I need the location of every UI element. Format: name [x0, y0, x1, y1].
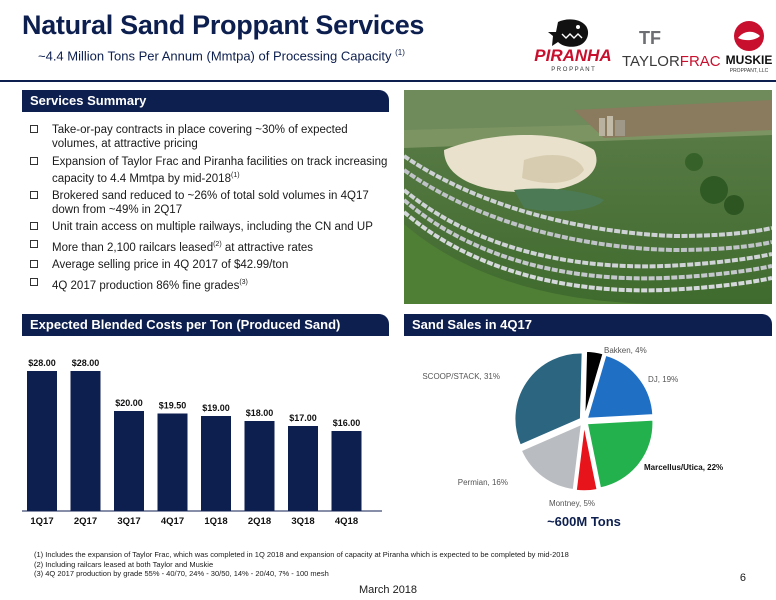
piranha-fish-icon	[548, 19, 589, 47]
x-tick-label: 4Q17	[161, 516, 184, 527]
pie-slice	[520, 422, 583, 491]
bullet-text: More than 2,100 railcars leased	[52, 241, 214, 254]
footnotes: (1) Includes the expansion of Taylor Fra…	[34, 550, 724, 579]
bar	[157, 413, 188, 511]
bar-value-label: $20.00	[115, 398, 143, 408]
checkbox-bullet-icon	[30, 190, 38, 199]
services-list-item: 4Q 2017 production 86% fine grades(3)	[30, 276, 390, 293]
bar-value-label: $16.00	[333, 418, 361, 428]
piranha-proppant-logo: PIRANHA P R O P P A N T	[534, 19, 612, 73]
pie-slice	[575, 424, 599, 492]
frac-text: FRAC	[680, 53, 721, 70]
pie-slice-label: SCOOP/STACK, 31%	[422, 372, 500, 381]
services-list-item: Brokered sand reduced to ~26% of total s…	[30, 189, 390, 217]
taylorfrac-wordmark: TAYLORFRAC	[622, 53, 721, 70]
bullet-text: Unit train access on multiple railways, …	[52, 221, 373, 234]
taylor-text: TAYLOR	[622, 53, 680, 70]
bar-value-label: $17.00	[289, 413, 317, 423]
pie-slice-label: Marcellus/Utica, 22%	[644, 463, 723, 472]
subtitle-text: ~4.4 Million Tons Per Annum (Mmtpa) of P…	[38, 48, 392, 64]
x-tick-label: 3Q18	[291, 516, 314, 527]
bullet-text: Expansion of Taylor Frac and Piranha fac…	[52, 155, 388, 185]
bullet-text: 4Q 2017 production 86% fine grades	[52, 279, 240, 292]
blended-costs-bar-chart: $28.00 1Q17 $28.00 2Q17 $20.00 3Q17 $19.50 4Q17…	[22, 358, 382, 527]
sand-sales-header: Sand Sales in 4Q17	[404, 314, 772, 336]
bullet-text: Average selling price in 4Q 2017 of $42.…	[52, 259, 289, 272]
bullet-text: Take-or-pay contracts in place covering …	[52, 124, 348, 150]
checkbox-bullet-icon	[30, 125, 38, 133]
checkbox-bullet-icon	[30, 156, 38, 165]
footnote-ref: (1)	[230, 171, 240, 179]
bar-value-label: $28.00	[28, 358, 56, 368]
presentation-date: March 2018	[358, 584, 418, 596]
bar	[288, 426, 318, 511]
checkbox-bullet-icon	[30, 260, 38, 269]
pie-slice-label: Permian, 16%	[458, 478, 508, 487]
footnote-3: (3) 4Q 2017 production by grade 55% - 40…	[34, 569, 329, 578]
facility-aerial-photo	[404, 90, 772, 304]
checkbox-bullet-icon	[30, 239, 38, 248]
services-list: Take-or-pay contracts in place covering …	[30, 123, 390, 296]
pie-slice	[586, 419, 654, 490]
sand-sales-pie-chart: Bakken, 4% DJ, 19% Marcellus/Utica, 22% Mon…	[422, 346, 723, 529]
x-tick-label: 2Q17	[74, 516, 97, 527]
bar	[70, 371, 101, 511]
x-tick-label: 3Q17	[117, 516, 140, 527]
bar	[244, 421, 275, 511]
pie-slice-label: DJ, 19%	[648, 375, 678, 384]
company-logos: PIRANHA P R O P P A N T TF TAYLORFRAC MU…	[528, 18, 774, 74]
pie-slice	[583, 350, 605, 418]
footnote-ref: (3)	[239, 278, 248, 286]
x-tick-label: 1Q18	[204, 516, 227, 527]
muskie-tagline: PROPPANT, LLC	[730, 68, 769, 74]
page-number: 6	[739, 572, 746, 584]
bar	[114, 411, 144, 511]
services-summary-header: Services Summary	[22, 90, 389, 112]
bullet-text: Brokered sand reduced to ~26% of total s…	[52, 189, 369, 216]
pie-slice-label: Bakken, 4%	[604, 346, 647, 355]
services-list-item: Average selling price in 4Q 2017 of $42.…	[30, 258, 390, 272]
checkbox-bullet-icon	[30, 222, 38, 231]
bar-value-label: $19.00	[202, 403, 230, 413]
services-list-item: Expansion of Taylor Frac and Piranha fac…	[30, 155, 390, 186]
pie-slice	[586, 354, 654, 420]
services-list-item: Take-or-pay contracts in place covering …	[30, 123, 390, 151]
checkbox-bullet-icon	[30, 277, 38, 286]
bar-value-label: $19.50	[159, 401, 187, 411]
muskie-proppant-logo: MUSKIE PROPPANT, LLC	[726, 21, 773, 74]
bar	[201, 416, 231, 511]
x-tick-label: 2Q18	[248, 516, 271, 527]
bar-value-label: $18.00	[246, 408, 274, 418]
bar-value-label: $28.00	[72, 358, 100, 368]
taylorfrac-logo: TF TAYLORFRAC	[622, 28, 721, 70]
x-tick-label: 4Q18	[335, 516, 358, 527]
bullet-text-tail: at attractive rates	[221, 241, 314, 254]
footnote-1: (1) Includes the expansion of Taylor Fra…	[34, 550, 569, 559]
services-list-item: More than 2,100 railcars leased(2) at at…	[30, 238, 390, 255]
piranha-tagline: P R O P P A N T	[551, 67, 595, 73]
subtitle-footnote-ref: (1)	[395, 48, 405, 57]
footnote-ref: (2)	[213, 240, 222, 248]
taylorfrac-mark: TF	[639, 28, 661, 48]
footnote-2: (2) Including railcars leased at both Ta…	[34, 559, 214, 569]
pie-slice	[513, 352, 584, 447]
muskie-wordmark: MUSKIE	[726, 53, 773, 67]
services-list-item: Unit train access on multiple railways, …	[30, 220, 390, 234]
x-tick-label: 1Q17	[30, 516, 53, 527]
header-divider	[0, 80, 776, 82]
pie-total-note: ~600M Tons	[547, 514, 621, 529]
page-title: Natural Sand Proppant Services	[22, 10, 425, 40]
pie-slice-label: Montney, 5%	[549, 499, 595, 508]
piranha-wordmark: PIRANHA	[534, 46, 611, 65]
bar	[331, 431, 362, 511]
page-subtitle: ~4.4 Million Tons Per Annum (Mmtpa) of P…	[38, 48, 405, 63]
bar	[27, 371, 57, 511]
blended-costs-header: Expected Blended Costs per Ton (Produced…	[22, 314, 389, 336]
